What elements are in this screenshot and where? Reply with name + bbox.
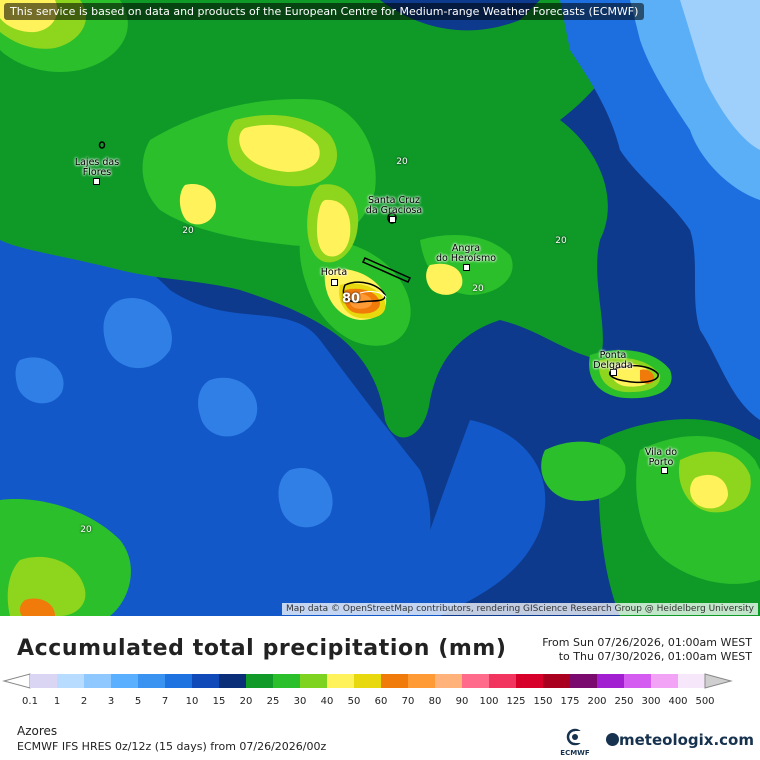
contour-label: 80 [341,291,361,307]
place-label-line: do Heroísmo [435,253,497,264]
scale-swatch [30,674,57,688]
contour-label: 20 [80,525,92,535]
color-scale: 0.1 1 2 3 5 7 10 15 20 25 30 40 50 60 70 80 90 100 125 150 1… [2,673,733,707]
contour-label: 20 [555,236,567,246]
place-label: Lajes das Flores [75,158,119,178]
scale-swatch [219,674,246,688]
contour-label: 20 [396,157,408,167]
scale-tick-label: 125 [506,696,525,707]
scale-swatch [381,674,408,688]
place-label-line: Delgada [593,360,633,371]
scale-swatch [111,674,138,688]
scale-swatch [327,674,354,688]
place-label-line: Vila do [644,447,678,458]
scale-tick-label: 2 [81,696,87,707]
scale-tick-label: 60 [375,696,388,707]
scale-tick-label: 0.1 [22,696,38,707]
model-info: ECMWF IFS HRES 0z/12z (15 days) from 07/… [17,740,327,753]
scale-tick-label: 1 [54,696,60,707]
scale-tick-label: 80 [429,696,442,707]
scale-swatch [435,674,462,688]
map-attribution[interactable]: Map data © OpenStreetMap contributors, r… [282,603,758,615]
data-notice: This service is based on data and produc… [4,3,645,20]
period-from: From Sun 07/26/2026, 01:00am WEST [542,636,752,649]
place-label-line: da Graciosa [365,205,423,216]
place-label: Santa Cruz da Graciosa [366,196,422,216]
scale-swatch [651,674,678,688]
scale-swatch [489,674,516,688]
place-marker [93,178,100,185]
place-label: Ponta Delgada [593,351,633,371]
scale-tick-label: 3 [108,696,114,707]
scale-swatch [462,674,489,688]
scale-swatch [678,674,705,688]
scale-swatch [570,674,597,688]
scale-swatch [597,674,624,688]
scale-arrow-right [704,673,733,689]
region-name: Azores [17,724,58,738]
legend-title: Accumulated total precipitation (mm) [17,636,507,661]
scale-swatch [138,674,165,688]
place-label-line: Porto [648,457,674,468]
scale-tick-label: 10 [186,696,199,707]
scale-tick-label: 20 [240,696,253,707]
scale-swatch [246,674,273,688]
place-label-line: Angra [451,243,481,254]
scale-tick-label: 30 [294,696,307,707]
scale-swatch [354,674,381,688]
place-label: Angra do Heroísmo [436,244,496,264]
scale-tick-label: 40 [321,696,334,707]
place-marker [463,264,470,271]
place-label: Vila do Porto [645,448,677,468]
place-label: Horta [321,268,347,278]
place-label-line: Lajes das [74,157,120,168]
scale-tick-label: 200 [587,696,606,707]
place-label-line: Horta [320,267,348,278]
scale-tick-label: 400 [668,696,687,707]
scale-tick-label: 150 [533,696,552,707]
scale-tick-label: 15 [213,696,226,707]
place-marker [331,279,338,286]
scale-swatch [543,674,570,688]
scale-swatch [300,674,327,688]
scale-swatch [273,674,300,688]
scale-tick-label: 25 [267,696,280,707]
scale-tick-label: 300 [641,696,660,707]
scale-tick-label: 50 [348,696,361,707]
scale-tick-label: 175 [560,696,579,707]
scale-swatch [57,674,84,688]
place-label-line: Ponta [599,350,627,361]
scale-swatch [408,674,435,688]
brand-icon [606,733,619,746]
scale-tick-label: 250 [614,696,633,707]
scale-tick-label: 7 [162,696,168,707]
contour-label: 20 [472,284,484,294]
ecmwf-logo: ECMWF [560,728,590,757]
period-to: to Thu 07/30/2026, 01:00am WEST [558,650,752,663]
place-marker [610,369,617,376]
scale-tick-label: 100 [479,696,498,707]
scale-swatch [624,674,651,688]
svg-text:ECMWF: ECMWF [560,749,590,757]
scale-swatch [165,674,192,688]
place-marker [389,216,396,223]
precipitation-field [0,0,760,616]
scale-swatch [516,674,543,688]
scale-tick-label: 90 [456,696,469,707]
scale-tick-label: 500 [695,696,714,707]
place-marker [661,467,668,474]
place-label-line: Flores [82,167,112,178]
scale-arrow-left [2,673,31,689]
scale-swatch [84,674,111,688]
precipitation-map[interactable]: This service is based on data and produc… [0,0,760,616]
scale-tick-label: 5 [135,696,141,707]
scale-swatch [192,674,219,688]
scale-tick-label: 70 [402,696,415,707]
place-label-line: Santa Cruz [368,195,420,206]
meteologix-brand[interactable]: meteologix.com [606,731,754,749]
contour-label: 20 [182,226,194,236]
